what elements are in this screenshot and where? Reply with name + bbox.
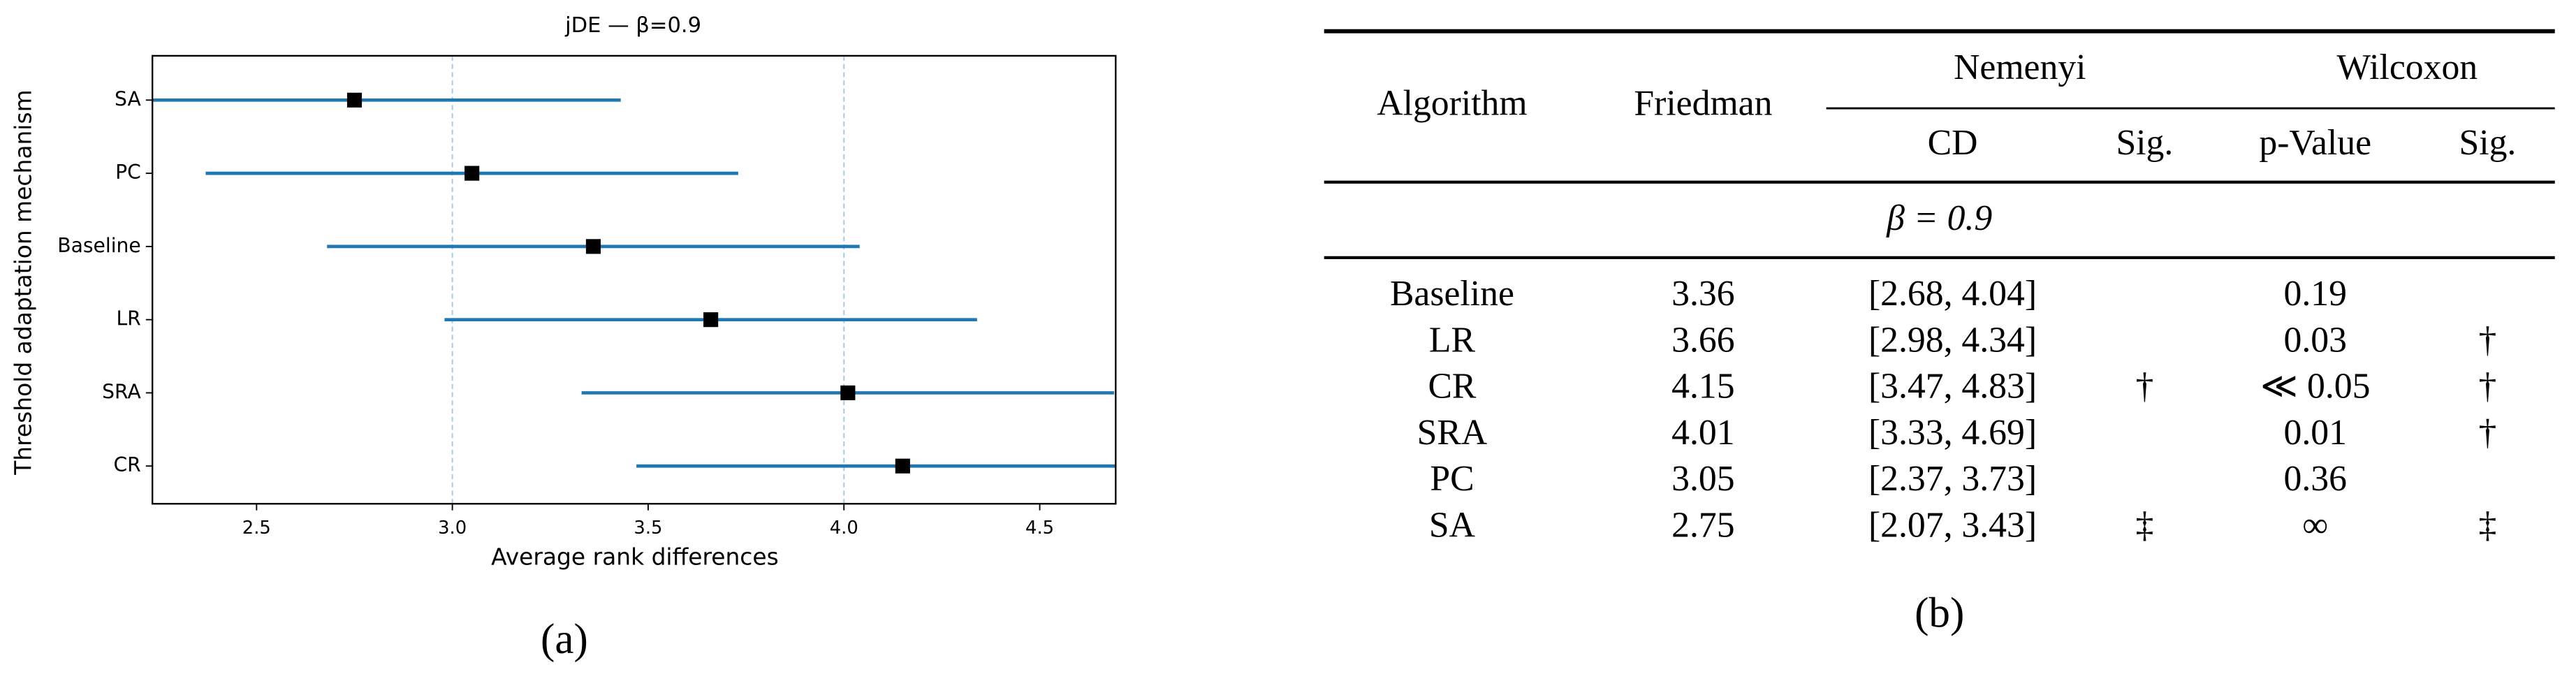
y-tick-label: SRA bbox=[102, 380, 141, 403]
table-cell: LR bbox=[1429, 320, 1476, 360]
table-cell: CR bbox=[1428, 367, 1476, 407]
table-cell: † bbox=[2478, 413, 2496, 453]
table-cell: [3.47, 4.83] bbox=[1868, 367, 2037, 407]
table-cell: Baseline bbox=[1390, 274, 1514, 314]
table-cell: † bbox=[2478, 320, 2496, 360]
column-header: CD bbox=[1928, 123, 1978, 163]
x-tick-label: 3.5 bbox=[634, 518, 662, 539]
table-cell: 4.15 bbox=[1671, 367, 1734, 407]
table: Algorithm Friedman Nemenyi Wilcoxon β = … bbox=[1324, 29, 2555, 545]
table-cell: SA bbox=[1429, 505, 1475, 545]
point bbox=[703, 312, 719, 328]
section-label: β = 0.9 bbox=[1886, 198, 1992, 238]
table-cell: ∞ bbox=[2302, 505, 2328, 545]
point bbox=[840, 385, 856, 401]
x-tick-label: 3.0 bbox=[438, 518, 467, 539]
plot-frame bbox=[152, 54, 1117, 505]
table-cell: ‡ bbox=[2478, 505, 2496, 545]
table-cell: [2.07, 3.43] bbox=[1868, 505, 2037, 545]
point bbox=[895, 458, 910, 474]
table-cell: [2.68, 4.04] bbox=[1868, 274, 2037, 314]
caption: (b) bbox=[1915, 590, 1964, 636]
table-cell: [2.98, 4.34] bbox=[1868, 320, 2037, 360]
plot-area bbox=[152, 92, 1116, 474]
table-cell: ‡ bbox=[2135, 505, 2153, 545]
table-cell: ≪ 0.05 bbox=[2260, 367, 2370, 407]
y-tick-label: CR bbox=[113, 453, 140, 476]
table-cell: † bbox=[2478, 367, 2496, 407]
table-cell: 3.36 bbox=[1671, 274, 1734, 314]
table-cell: PC bbox=[1430, 459, 1474, 499]
table-cell: 4.01 bbox=[1671, 413, 1734, 453]
column-header: p-Value bbox=[2259, 123, 2371, 163]
table-cell: 2.75 bbox=[1671, 505, 1734, 545]
column-header: Algorithm bbox=[1377, 84, 1527, 124]
plot: 2.5 3.0 3.5 4.0 4.5 SA PC Baseline LR SRA CR bbox=[57, 54, 1117, 539]
y-tick-label: Baseline bbox=[57, 234, 141, 257]
y-tick-label: SA bbox=[115, 87, 141, 110]
column-header: Wilcoxon bbox=[2336, 47, 2478, 87]
column-header: Sig. bbox=[2116, 123, 2173, 163]
chart-title: jDE — β=0.9 bbox=[564, 13, 701, 38]
point bbox=[464, 166, 480, 181]
column-header: Sig. bbox=[2459, 123, 2516, 163]
column-header: Friedman bbox=[1634, 84, 1772, 124]
table-cell: 0.01 bbox=[2284, 413, 2347, 453]
x-tick-label: 2.5 bbox=[242, 518, 271, 539]
table-cell: [3.33, 4.69] bbox=[1868, 413, 2037, 453]
table-cell: SRA bbox=[1417, 413, 1488, 453]
table-cell: [2.37, 3.73] bbox=[1868, 459, 2037, 499]
point bbox=[346, 92, 363, 108]
x-axis-label: Average rank differences bbox=[491, 543, 779, 570]
x-tick-label: 4.0 bbox=[830, 518, 858, 539]
y-axis-label: Threshold adaptation mechanism bbox=[9, 89, 36, 475]
column-header: Nemenyi bbox=[1954, 47, 2086, 87]
table-cell: 0.03 bbox=[2284, 320, 2347, 360]
table-cell: † bbox=[2135, 367, 2153, 407]
x-tick-label: 4.5 bbox=[1025, 518, 1054, 539]
caption: (a) bbox=[541, 616, 588, 663]
table-cell: 0.19 bbox=[2284, 274, 2347, 314]
table-cell: 0.36 bbox=[2284, 459, 2347, 499]
table-cell: 3.66 bbox=[1671, 320, 1734, 360]
table-cell: 3.05 bbox=[1671, 459, 1734, 499]
point bbox=[585, 239, 601, 254]
y-tick-label: LR bbox=[116, 307, 140, 330]
y-tick-label: PC bbox=[115, 161, 141, 184]
